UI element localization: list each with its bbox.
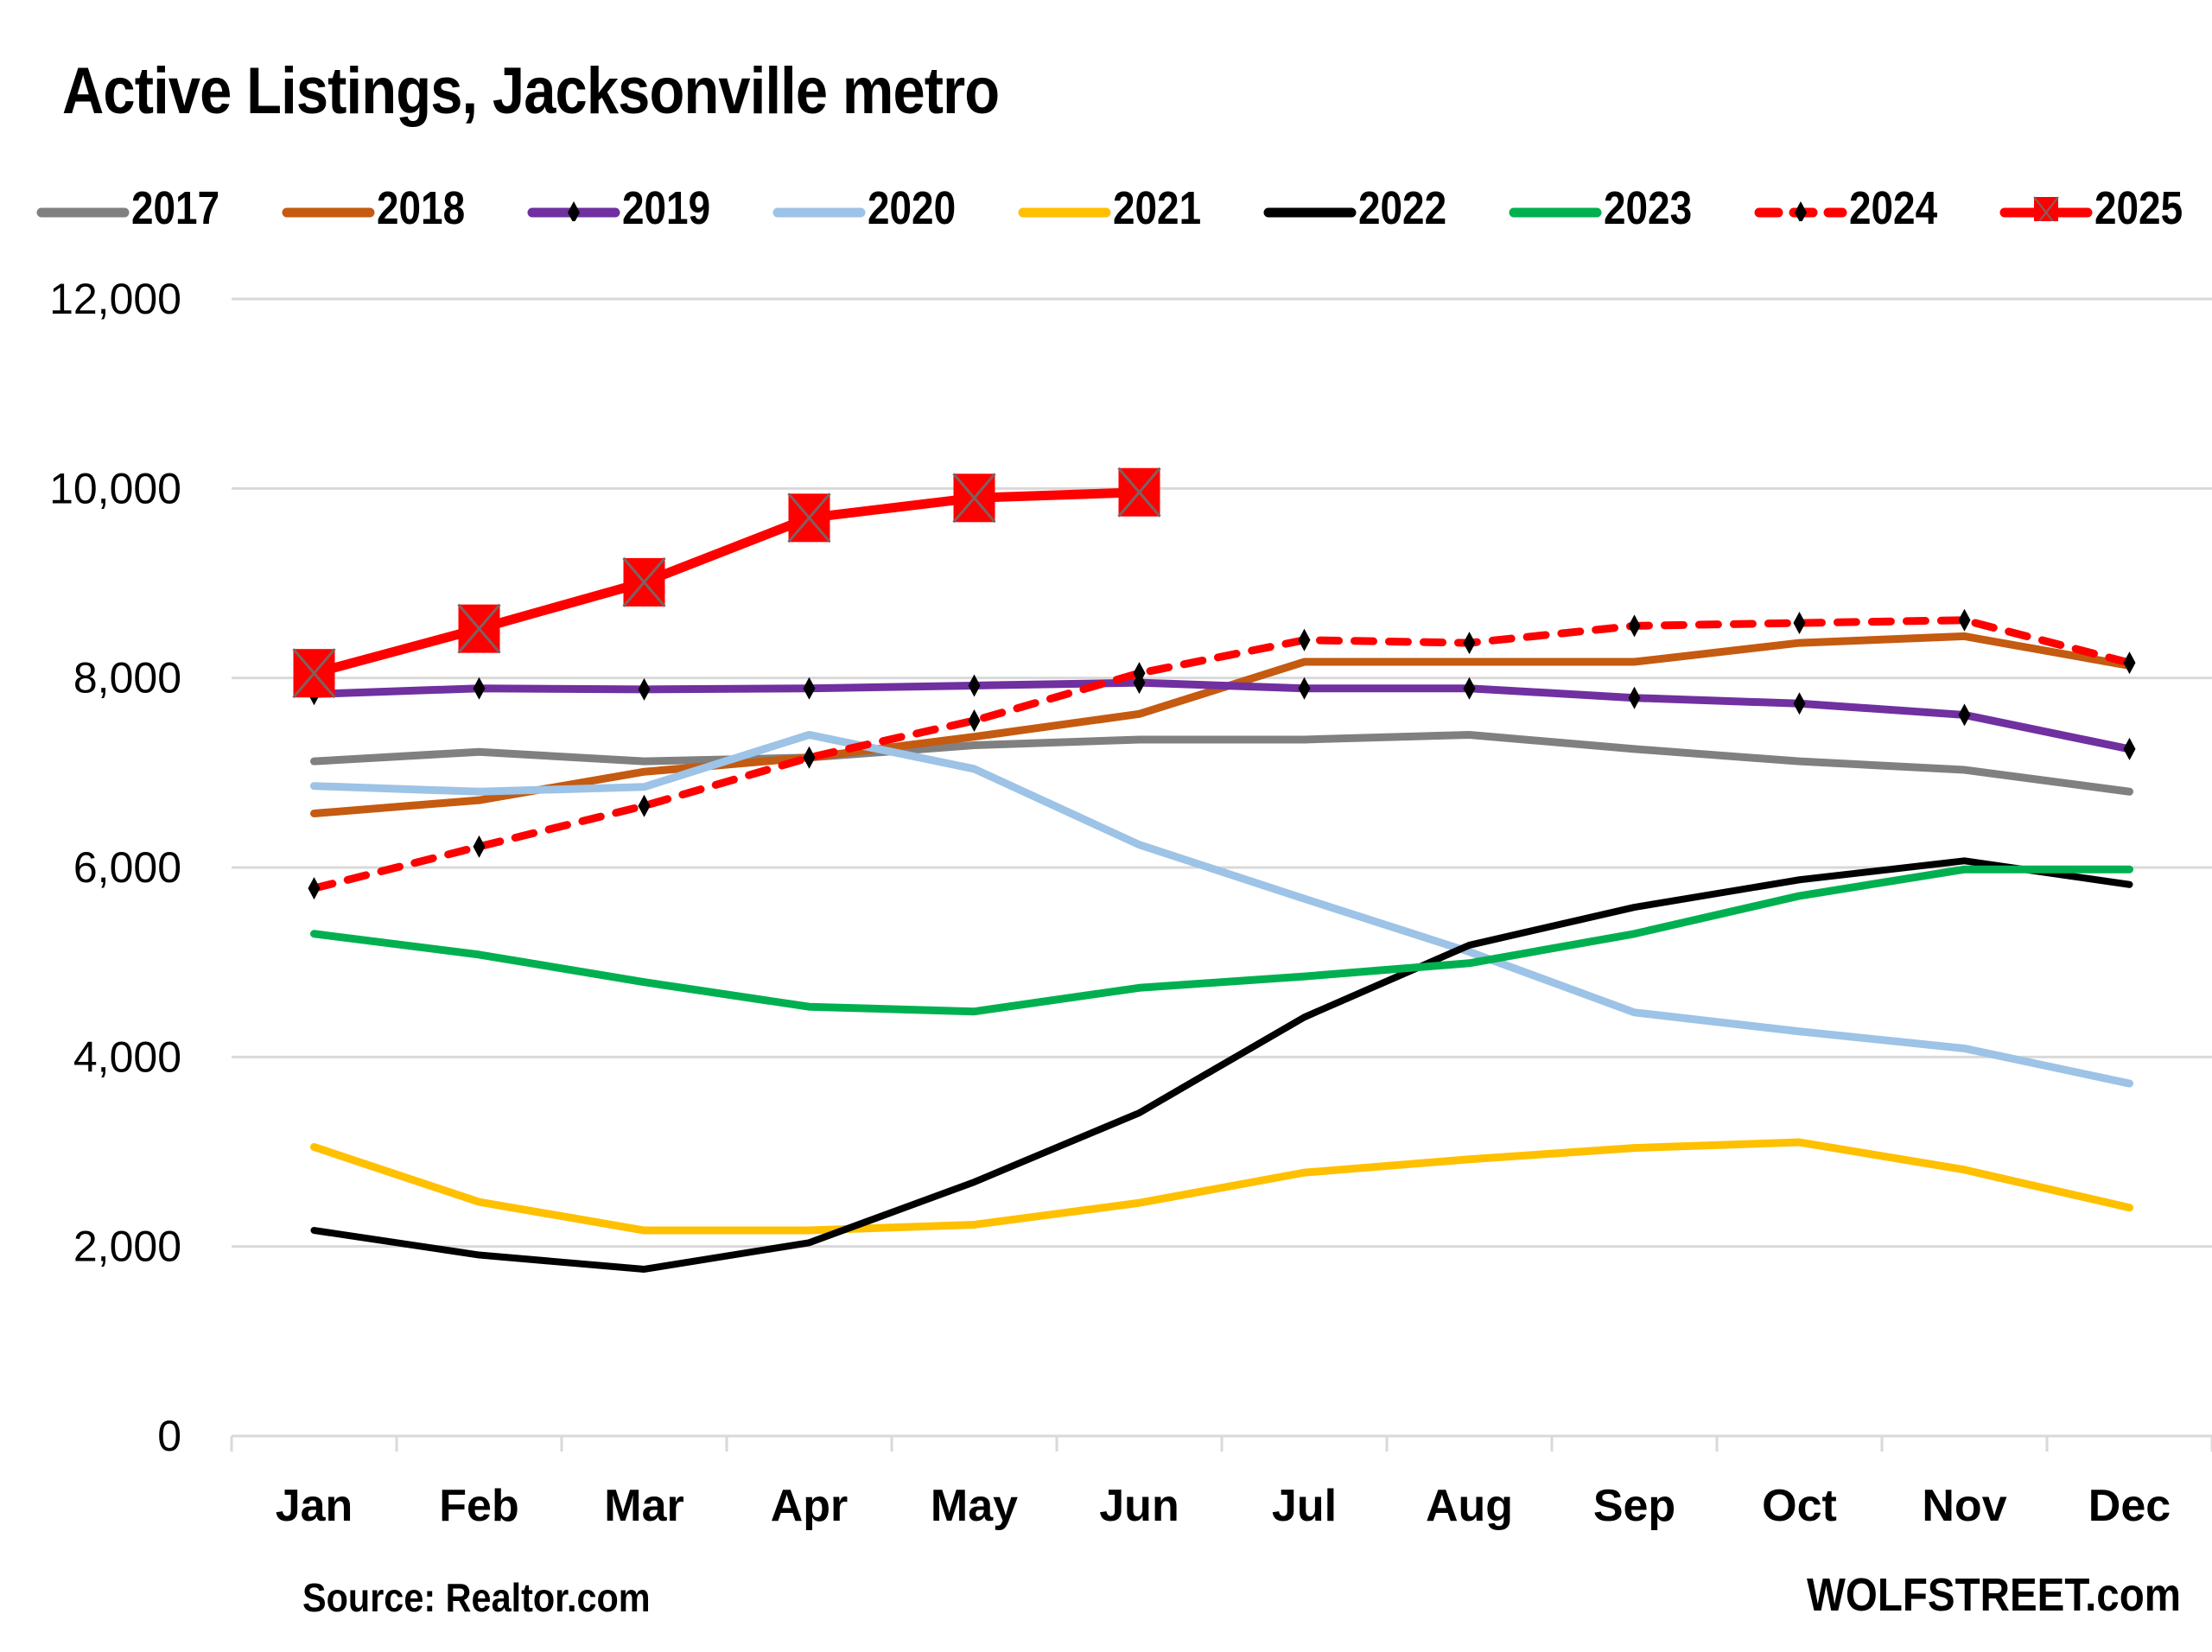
data-point-2024 — [308, 877, 321, 900]
data-point-2024 — [1958, 608, 1971, 632]
x-tick-label: Dec — [2088, 1481, 2171, 1531]
series-lines — [309, 487, 2133, 1273]
legend-swatch-2023 — [1509, 207, 1602, 218]
data-point-2019 — [1793, 692, 1806, 715]
legend-swatch-2017 — [36, 207, 130, 218]
data-point-2024 — [1463, 632, 1476, 655]
x-tick-label: May — [931, 1481, 1018, 1531]
legend-label: 2018 — [377, 182, 466, 234]
brand-label: WOLFSTREET.com — [1807, 1569, 2181, 1621]
series-line-2020 — [310, 730, 2133, 1088]
x-tick-labels: Jan Feb Mar Apr May Jun Jul Aug Sep Oct Nov Dec — [276, 1481, 2171, 1531]
data-point-2019 — [473, 677, 486, 700]
series-markers — [292, 467, 2136, 900]
legend: 2017 2018 2019 2020 2021 2022 2023 2024 2025 — [35, 181, 2212, 235]
legend-item-2021: 2021 — [1016, 181, 1262, 235]
data-point-2024 — [968, 709, 981, 733]
y-tick-label: 8,000 — [73, 654, 181, 702]
series-line-2023 — [310, 865, 2133, 1016]
x-tick-label: Apr — [771, 1481, 849, 1531]
x-tick-label: Jun — [1099, 1481, 1179, 1531]
x-tick-label: Feb — [439, 1481, 518, 1531]
legend-item-2018: 2018 — [280, 181, 525, 235]
x-tick-label: Sep — [1593, 1481, 1675, 1531]
series-line-2021 — [310, 1138, 2133, 1235]
y-tick-label: 4,000 — [73, 1032, 181, 1081]
data-point-2024 — [2123, 651, 2136, 675]
y-tick-label: 12,000 — [49, 275, 181, 323]
data-point-2024 — [638, 794, 651, 817]
chart-title: Active Listings, Jacksonville metro — [62, 54, 1000, 128]
legend-item-2019: 2019 — [525, 181, 771, 235]
marker-x-stroke — [787, 492, 831, 543]
data-point-2019 — [803, 677, 816, 700]
legend-swatch-2022 — [1263, 207, 1357, 218]
data-point-2019 — [968, 674, 981, 697]
legend-swatch-2019 — [527, 201, 620, 221]
legend-item-2025: 2025 — [1998, 181, 2212, 235]
legend-label: 2025 — [2094, 182, 2183, 234]
data-point-2024 — [1298, 628, 1311, 651]
x-tick-label: Jul — [1272, 1481, 1337, 1531]
y-tick-labels: 0 2,000 4,000 6,000 8,000 10,000 12,000 — [49, 275, 181, 1460]
marker-x-stroke — [1117, 467, 1161, 518]
legend-item-2017: 2017 — [35, 181, 280, 235]
y-tick-label: 2,000 — [73, 1223, 181, 1271]
y-tick-label: 6,000 — [73, 843, 181, 892]
data-point-2019 — [1463, 677, 1476, 700]
series-line-2019 — [310, 678, 2133, 753]
legend-item-2024: 2024 — [1752, 181, 1998, 235]
x-tick-label: Nov — [1922, 1481, 2006, 1531]
x-tick-label: Aug — [1426, 1481, 1513, 1531]
series-line-2022 — [310, 857, 2133, 1273]
data-point-2024 — [1133, 662, 1146, 685]
data-point-2019 — [2123, 737, 2136, 760]
legend-label: 2024 — [1849, 182, 1938, 234]
y-tick-label: 10,000 — [49, 464, 181, 512]
data-point-2024 — [1793, 612, 1806, 635]
series-line-2017 — [310, 730, 2133, 796]
legend-label: 2017 — [131, 182, 220, 234]
source-note: Source: Realtor.com — [302, 1575, 651, 1620]
legend-swatch-2021 — [1018, 207, 1111, 218]
legend-label: 2023 — [1604, 182, 1693, 234]
data-point-2024 — [803, 746, 816, 769]
marker-x-stroke — [292, 648, 336, 699]
marker-x-stroke — [457, 603, 501, 654]
series-line-2024 — [310, 616, 2133, 893]
data-point-2019 — [638, 677, 651, 701]
legend-item-2022: 2022 — [1262, 181, 1507, 235]
legend-label: 2021 — [1113, 182, 1202, 234]
data-point-2019 — [1298, 677, 1311, 700]
data-point-2024 — [473, 835, 486, 858]
legend-label: 2020 — [868, 182, 957, 234]
marker-x-stroke — [952, 473, 996, 524]
legend-item-2023: 2023 — [1507, 181, 1752, 235]
legend-label: 2022 — [1358, 182, 1447, 234]
data-point-2024 — [1628, 614, 1641, 638]
data-point-2019 — [1628, 686, 1641, 709]
legend-swatch-2024 — [1754, 201, 1847, 221]
legend-swatch-2020 — [772, 207, 866, 218]
y-tick-label: 0 — [157, 1412, 181, 1460]
axes — [230, 1436, 2212, 1452]
x-tick-label: Jan — [276, 1481, 353, 1531]
legend-item-2020: 2020 — [771, 181, 1016, 235]
x-tick-label: Oct — [1762, 1481, 1837, 1531]
legend-swatch-2018 — [282, 207, 375, 218]
data-point-2019 — [1958, 703, 1971, 727]
x-tick-label: Mar — [604, 1481, 683, 1531]
series-line-2025 — [309, 487, 1144, 678]
marker-x-stroke — [622, 556, 666, 607]
legend-swatch-2025 — [1999, 196, 2093, 221]
legend-label: 2019 — [622, 182, 711, 234]
